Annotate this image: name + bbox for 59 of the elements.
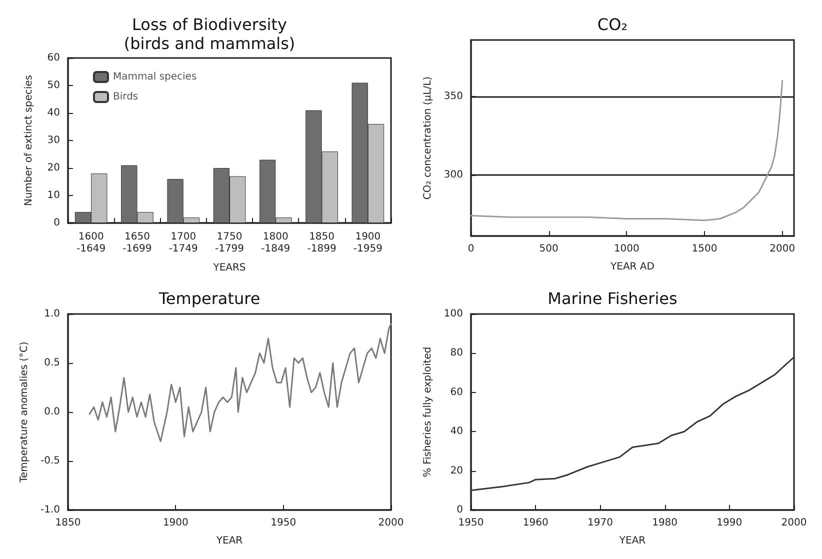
y-tick-label: 10 — [47, 190, 60, 201]
x-tick-label: 2000 — [378, 518, 404, 528]
y-axis-title: % Fisheries fully exploited — [422, 346, 434, 478]
x-tick-label: 1700 -1749 — [168, 232, 198, 254]
x-tick-label: 1900 — [162, 518, 188, 528]
legend-label: Birds — [113, 92, 138, 102]
y-tick-label: 20 — [450, 465, 463, 476]
y-axis-title: Number of extinct species — [24, 74, 34, 206]
y-axis-title: CO₂ concentration (μL/L) — [422, 76, 434, 200]
x-tick-label: 0 — [468, 244, 474, 254]
x-tick-label: 500 — [539, 244, 558, 254]
x-tick-label: 1800 -1849 — [261, 232, 290, 254]
y-tick-label: 40 — [450, 426, 463, 438]
y-tick-label: 0 — [54, 218, 60, 228]
x-tick-label: 1950 — [458, 518, 484, 528]
y-tick-label: 350 — [444, 90, 463, 102]
y-axis-title: Temperature anomalies (°C) — [19, 341, 30, 484]
x-tick-label: 1000 — [614, 244, 640, 254]
x-axis-title: YEAR — [215, 536, 243, 546]
line-series — [470, 80, 784, 222]
y-tick-label: 20 — [47, 162, 60, 174]
y-tick-label: -0.5 — [40, 456, 60, 466]
line-series — [470, 356, 795, 492]
x-tick-label: 1750 -1799 — [214, 232, 244, 254]
y-tick-label: 30 — [47, 135, 60, 146]
y-tick-label: 100 — [444, 308, 463, 320]
x-tick-label: 1990 — [716, 518, 742, 528]
legend-label: Mammal species — [113, 72, 197, 82]
y-tick-label: 0.5 — [44, 358, 60, 368]
y-tick-label: 300 — [444, 169, 463, 180]
line-series — [88, 323, 392, 442]
x-axis-title: YEARS — [212, 262, 246, 274]
chart-title: Loss of Biodiversity (birds and mammals) — [124, 15, 296, 53]
y-tick-label: 50 — [47, 80, 60, 91]
y-tick-label: 80 — [450, 348, 463, 359]
chart-title: CO₂ — [597, 15, 628, 34]
x-tick-label: 1850 — [55, 518, 81, 528]
x-tick-label: 2000 — [781, 518, 807, 528]
chart-title: Temperature — [158, 289, 260, 308]
y-tick-label: 0 — [456, 504, 463, 516]
y-tick-label: 60 — [450, 386, 463, 398]
x-axis-title: YEAR AD — [610, 262, 655, 272]
x-axis-title: YEAR — [618, 536, 646, 546]
y-tick-label: 40 — [47, 108, 60, 118]
x-tick-label: 1600 -1649 — [76, 232, 106, 254]
x-tick-label: 2000 — [770, 244, 796, 254]
y-tick-label: -1.0 — [40, 504, 60, 516]
x-tick-label: 1970 — [587, 518, 613, 528]
y-tick-label: 0.0 — [44, 406, 60, 418]
x-tick-label: 1960 — [522, 518, 548, 528]
x-tick-label: 1850 -1899 — [307, 232, 336, 254]
y-tick-label: 60 — [47, 52, 60, 64]
y-tick-label: 1.0 — [44, 308, 60, 320]
x-tick-label: 1650 -1699 — [122, 232, 152, 254]
x-tick-label: 1950 — [270, 518, 296, 528]
chart-title: Marine Fisheries — [548, 289, 678, 308]
x-tick-label: 1980 — [652, 518, 678, 528]
x-tick-label: 1500 — [692, 244, 718, 254]
x-tick-label: 1900 -1959 — [353, 232, 382, 254]
